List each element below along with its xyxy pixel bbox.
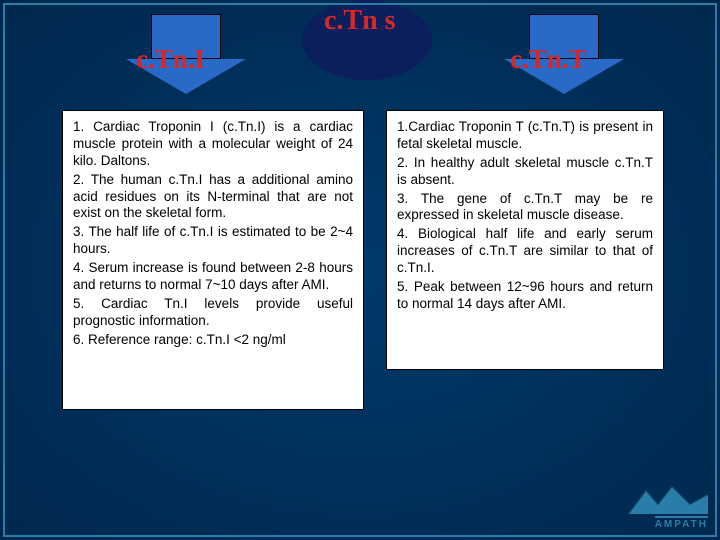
label-ctnt: c.Tn.T: [510, 44, 587, 75]
list-item: 2. The human c.Tn.I has a additional ami…: [73, 172, 353, 223]
list-item: 5. Cardiac Tn.I levels provide useful pr…: [73, 296, 353, 330]
list-item: 3. The gene of c.Tn.T may be re expresse…: [397, 191, 653, 225]
logo-icon: [628, 486, 708, 514]
list-item: 1.Cardiac Troponin T (c.Tn.T) is present…: [397, 119, 653, 153]
list-item: 6. Reference range: c.Tn.I <2 ng/ml: [73, 332, 353, 349]
list-item: 4. Biological half life and early serum …: [397, 226, 653, 277]
list-item: 5. Peak between 12~96 hours and return t…: [397, 279, 653, 313]
oval-ctns: c.Tn s: [302, 0, 432, 80]
oval-text: c.Tn s: [324, 6, 396, 35]
textbox-ctni: 1. Cardiac Troponin I (c.Tn.I) is a card…: [62, 110, 364, 410]
label-ctni: c.Tn.I: [136, 44, 205, 75]
logo: AMPATH: [608, 485, 708, 530]
logo-text: AMPATH: [655, 516, 708, 530]
list-item: 2. In healthy adult skeletal muscle c.Tn…: [397, 155, 653, 189]
list-item: 3. The half life of c.Tn.I is estimated …: [73, 224, 353, 258]
slide: c.Tn.I c.Tn.T c.Tn s 1. Cardiac Troponin…: [0, 0, 720, 540]
list-item: 4. Serum increase is found between 2-8 h…: [73, 260, 353, 294]
textbox-ctnt: 1.Cardiac Troponin T (c.Tn.T) is present…: [386, 110, 664, 370]
list-item: 1. Cardiac Troponin I (c.Tn.I) is a card…: [73, 119, 353, 170]
